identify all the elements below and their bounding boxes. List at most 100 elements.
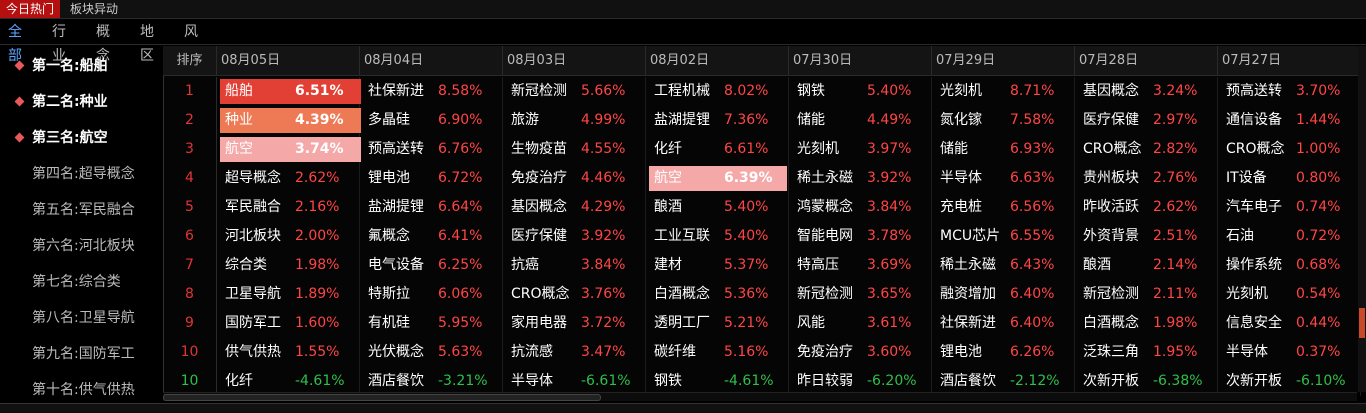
table-cell[interactable]: 光刻机 8.71% [932, 77, 1075, 106]
table-cell[interactable]: 社保新进 6.40% [932, 309, 1075, 338]
table-cell[interactable]: 化纤 6.61% [646, 135, 789, 164]
table-cell[interactable]: 半导体 -6.61% [503, 367, 646, 396]
table-cell[interactable]: 汽车电子 0.74% [1218, 193, 1361, 222]
table-cell[interactable]: 钢铁 5.40% [789, 77, 932, 106]
column-header-date[interactable]: 07月28日 [1075, 46, 1218, 76]
table-cell[interactable]: 鸿蒙概念 3.84% [789, 193, 932, 222]
table-cell[interactable]: 昨日较弱 -6.20% [789, 367, 932, 396]
ranking-item[interactable]: 第二名:种业 [0, 84, 162, 120]
table-cell[interactable]: 医疗保健 3.92% [503, 222, 646, 251]
table-cell[interactable]: 充电桩 6.56% [932, 193, 1075, 222]
table-cell[interactable]: 次新开板 -6.38% [1075, 367, 1218, 396]
ranking-item[interactable]: 第四名:超导概念 [0, 156, 162, 192]
table-cell[interactable]: 储能 4.49% [789, 106, 932, 135]
table-cell[interactable]: CRO概念 3.76% [503, 280, 646, 309]
table-cell[interactable]: 综合类 1.98% [217, 251, 360, 280]
ranking-item[interactable]: 第七名:综合类 [0, 264, 162, 300]
table-cell[interactable]: 酿酒 2.14% [1075, 251, 1218, 280]
column-header-date[interactable]: 08月03日 [503, 46, 646, 76]
table-cell[interactable]: 酒店餐饮 -2.12% [932, 367, 1075, 396]
table-cell[interactable]: 稀土永磁 6.43% [932, 251, 1075, 280]
category-industry[interactable]: 行业 [52, 24, 66, 64]
table-cell[interactable]: CRO概念 2.82% [1075, 135, 1218, 164]
ranking-item[interactable]: 第三名:航空 [0, 120, 162, 156]
table-cell[interactable]: 新冠检测 5.66% [503, 77, 646, 106]
table-cell[interactable]: 有机硅 5.95% [360, 309, 503, 338]
table-cell[interactable]: 社保新进 8.58% [360, 77, 503, 106]
table-cell[interactable]: 氮化镓 7.58% [932, 106, 1075, 135]
table-cell[interactable]: 白酒概念 5.36% [646, 280, 789, 309]
table-cell[interactable]: 免疫治疗 4.46% [503, 164, 646, 193]
table-cell[interactable]: 特斯拉 6.06% [360, 280, 503, 309]
ranking-item[interactable]: 第五名:军民融合 [0, 192, 162, 228]
table-cell[interactable]: 锂电池 6.72% [360, 164, 503, 193]
table-cell[interactable]: 新冠检测 3.65% [789, 280, 932, 309]
table-cell[interactable]: 船舶 6.51% [217, 77, 361, 106]
table-cell[interactable]: 免疫治疗 3.60% [789, 338, 932, 367]
table-cell[interactable]: 操作系统 0.68% [1218, 251, 1361, 280]
table-cell[interactable]: 融资增加 6.40% [932, 280, 1075, 309]
table-cell[interactable]: 昨收活跃 2.62% [1075, 193, 1218, 222]
table-cell[interactable]: 次新开板 -6.10% [1218, 367, 1361, 396]
table-cell[interactable]: 贵州板块 2.76% [1075, 164, 1218, 193]
table-cell[interactable]: 石油 0.72% [1218, 222, 1361, 251]
table-cell[interactable]: 白酒概念 1.98% [1075, 309, 1218, 338]
scroll-thumb[interactable] [163, 394, 601, 401]
table-cell[interactable]: 外资背景 2.51% [1075, 222, 1218, 251]
table-cell[interactable]: 透明工厂 5.21% [646, 309, 789, 338]
table-cell[interactable]: 航空 6.39% [646, 164, 789, 193]
table-cell[interactable]: 旅游 4.99% [503, 106, 646, 135]
table-cell[interactable]: 超导概念 2.62% [217, 164, 360, 193]
tab-today-hot[interactable]: 今日热门 [0, 0, 61, 18]
table-cell[interactable]: 储能 6.93% [932, 135, 1075, 164]
table-cell[interactable]: 工业互联 5.40% [646, 222, 789, 251]
ranking-item[interactable]: 第六名:河北板块 [0, 228, 162, 264]
column-header-date[interactable]: 08月04日 [360, 46, 503, 76]
column-header-date[interactable]: 07月30日 [789, 46, 932, 76]
ranking-item[interactable]: 第九名:国防军工 [0, 336, 162, 372]
table-cell[interactable]: 生物疫苗 4.55% [503, 135, 646, 164]
table-cell[interactable]: 酒店餐饮 -3.21% [360, 367, 503, 396]
category-all[interactable]: 全部 [8, 24, 22, 64]
horizontal-scrollbar[interactable] [163, 392, 1357, 401]
table-cell[interactable]: 军民融合 2.16% [217, 193, 360, 222]
column-header-date[interactable]: 07月27日 [1218, 46, 1361, 76]
table-cell[interactable]: 抗流感 3.47% [503, 338, 646, 367]
table-cell[interactable]: 钢铁 -4.61% [646, 367, 789, 396]
table-cell[interactable]: 家用电器 3.72% [503, 309, 646, 338]
table-cell[interactable]: 碳纤维 5.16% [646, 338, 789, 367]
ranking-item[interactable]: 第一名:船舶 [0, 48, 162, 84]
scroll-thumb[interactable] [1359, 308, 1365, 338]
table-cell[interactable]: 半导体 6.63% [932, 164, 1075, 193]
column-header-index[interactable]: 排序 [163, 46, 217, 76]
table-cell[interactable]: 稀土永磁 3.92% [789, 164, 932, 193]
table-cell[interactable]: 光刻机 0.54% [1218, 280, 1361, 309]
ranking-item[interactable]: 第十名:供气供热 [0, 372, 162, 408]
table-cell[interactable]: IT设备 0.80% [1218, 164, 1361, 193]
table-cell[interactable]: 多晶硅 6.90% [360, 106, 503, 135]
table-cell[interactable]: 医疗保健 2.97% [1075, 106, 1218, 135]
table-cell[interactable]: 预高送转 3.70% [1218, 77, 1361, 106]
table-cell[interactable]: 盐湖提锂 7.36% [646, 106, 789, 135]
vertical-scrollbar[interactable] [1358, 46, 1366, 392]
table-cell[interactable]: 抗癌 3.84% [503, 251, 646, 280]
tab-sector-move[interactable]: 板块异动 [70, 2, 119, 16]
column-header-date[interactable]: 08月05日 [217, 46, 360, 76]
table-cell[interactable]: 航空 3.74% [217, 135, 361, 164]
column-header-date[interactable]: 07月29日 [932, 46, 1075, 76]
table-cell[interactable]: 建材 5.37% [646, 251, 789, 280]
table-cell[interactable]: 新冠检测 2.11% [1075, 280, 1218, 309]
table-cell[interactable]: 预高送转 6.76% [360, 135, 503, 164]
table-cell[interactable]: 风能 3.61% [789, 309, 932, 338]
ranking-item[interactable]: 第八名:卫星导航 [0, 300, 162, 336]
column-header-date[interactable]: 08月02日 [646, 46, 789, 76]
table-cell[interactable]: 通信设备 1.44% [1218, 106, 1361, 135]
table-cell[interactable]: 工程机械 8.02% [646, 77, 789, 106]
table-cell[interactable]: 化纤 -4.61% [217, 367, 360, 396]
table-cell[interactable]: CRO概念 1.00% [1218, 135, 1361, 164]
table-cell[interactable]: 供气供热 1.55% [217, 338, 360, 367]
table-cell[interactable]: 种业 4.39% [217, 106, 361, 135]
table-cell[interactable]: 河北板块 2.00% [217, 222, 360, 251]
table-cell[interactable]: 卫星导航 1.89% [217, 280, 360, 309]
table-cell[interactable]: 盐湖提锂 6.64% [360, 193, 503, 222]
